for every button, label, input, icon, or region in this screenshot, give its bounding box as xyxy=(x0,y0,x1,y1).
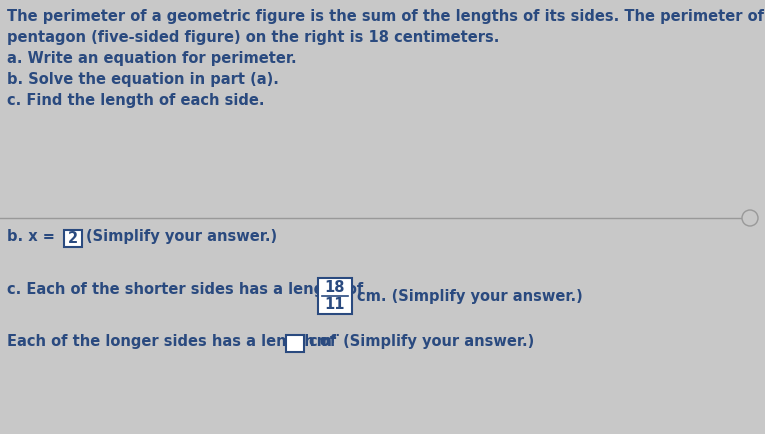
Text: 2: 2 xyxy=(68,231,78,246)
Text: b. x =: b. x = xyxy=(7,229,55,244)
Text: T: T xyxy=(330,336,336,345)
Text: 11: 11 xyxy=(325,297,345,312)
Bar xyxy=(318,278,352,314)
Text: Each of the longer sides has a length of: Each of the longer sides has a length of xyxy=(7,334,337,349)
Text: The perimeter of a geometric figure is the sum of the lengths of its sides. The : The perimeter of a geometric figure is t… xyxy=(7,9,765,24)
Text: (Simplify your answer.): (Simplify your answer.) xyxy=(86,229,277,244)
Text: a. Write an equation for perimeter.: a. Write an equation for perimeter. xyxy=(7,51,297,66)
Circle shape xyxy=(742,210,758,226)
Text: c. Find the length of each side.: c. Find the length of each side. xyxy=(7,93,265,108)
Text: cm: cm xyxy=(308,334,332,349)
Text: c. Each of the shorter sides has a length of: c. Each of the shorter sides has a lengt… xyxy=(7,282,363,297)
Text: b. Solve the equation in part (a).: b. Solve the equation in part (a). xyxy=(7,72,279,87)
Text: pentagon (five-sided figure) on the right is 18 centimeters.: pentagon (five-sided figure) on the righ… xyxy=(7,30,500,45)
Bar xyxy=(64,230,82,247)
Text: 18: 18 xyxy=(325,280,345,295)
Text: .: . xyxy=(336,328,340,338)
Text: cm. (Simplify your answer.): cm. (Simplify your answer.) xyxy=(357,289,583,303)
Text: (Simplify your answer.): (Simplify your answer.) xyxy=(338,334,534,349)
Bar xyxy=(286,335,304,352)
